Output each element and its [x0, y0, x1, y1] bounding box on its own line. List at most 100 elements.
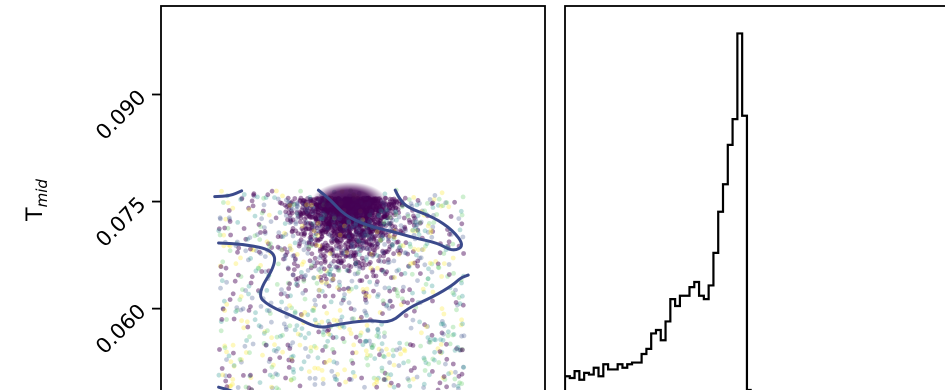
scatter-point	[279, 247, 285, 253]
scatter-point	[368, 230, 374, 236]
scatter-point	[274, 385, 279, 390]
scatter-point	[457, 301, 463, 307]
y-axis-label: Tmid	[23, 179, 51, 222]
scatter-point	[337, 283, 342, 288]
scatter-point	[298, 237, 304, 243]
scatter-point	[251, 191, 257, 197]
scatter-point	[350, 221, 356, 227]
scatter-point	[330, 236, 336, 242]
scatter-point	[317, 223, 322, 228]
scatter-point	[264, 308, 270, 313]
scatter-point	[313, 216, 319, 222]
scatter-point	[387, 298, 393, 304]
scatter-point	[322, 360, 327, 365]
scatter-point	[362, 384, 367, 390]
scatter-point	[381, 253, 386, 259]
scatter-point	[400, 288, 406, 294]
scatter-point	[308, 234, 314, 240]
scatter-point	[309, 263, 314, 269]
scatter-point	[377, 221, 383, 227]
scatter-point	[370, 229, 376, 234]
scatter-point	[461, 364, 467, 370]
scatter-point	[431, 197, 437, 202]
scatter-point	[224, 302, 230, 307]
scatter-point	[446, 262, 452, 267]
scatter-point	[456, 216, 462, 222]
scatter-point	[269, 319, 274, 325]
scatter-point	[368, 218, 374, 224]
scatter-point	[323, 222, 329, 228]
scatter-point	[356, 239, 362, 245]
scatter-point	[304, 214, 309, 220]
scatter-point	[376, 229, 382, 235]
scatter-point	[365, 362, 371, 368]
scatter-point	[263, 195, 269, 200]
scatter-point	[328, 299, 334, 305]
scatter-point	[429, 201, 435, 207]
scatter-point	[328, 224, 334, 229]
scatter-point	[384, 207, 389, 213]
scatter-point	[378, 229, 384, 235]
scatter-point	[372, 234, 377, 240]
scatter-point	[389, 197, 395, 202]
scatter-point	[381, 209, 387, 215]
scatter-point	[327, 271, 333, 277]
scatter-point	[364, 338, 369, 344]
scatter-point	[320, 381, 326, 387]
scatter-point	[394, 217, 399, 223]
scatter-point	[364, 322, 370, 328]
scatter-point	[273, 348, 279, 354]
scatter-point	[344, 267, 350, 273]
scatter-point	[353, 226, 359, 232]
scatter-point	[393, 208, 398, 214]
scatter-point	[298, 213, 303, 218]
scatter-point	[301, 198, 307, 203]
scatter-point	[217, 347, 222, 352]
scatter-point	[369, 217, 374, 223]
scatter-point	[381, 377, 387, 382]
scatter-point	[365, 328, 371, 334]
scatter-point	[306, 240, 312, 246]
scatter-point	[339, 258, 344, 264]
scatter-point	[436, 360, 442, 365]
scatter-point	[247, 235, 253, 241]
scatter-point	[299, 313, 305, 318]
scatter-point	[334, 238, 340, 244]
scatter-point	[397, 245, 403, 251]
scatter-point	[375, 214, 380, 220]
scatter-point	[430, 369, 435, 374]
scatter-point	[347, 222, 353, 228]
scatter-point	[238, 307, 244, 313]
scatter-point	[304, 240, 310, 246]
scatter-point	[315, 355, 321, 361]
scatter-point	[352, 234, 358, 240]
scatter-point	[413, 222, 419, 228]
scatter-point	[345, 238, 351, 244]
scatter-point	[298, 231, 304, 237]
scatter-point	[322, 344, 328, 350]
scatter-point	[318, 215, 324, 221]
scatter-point	[378, 237, 384, 243]
scatter-point	[384, 269, 390, 275]
scatter-point	[363, 293, 369, 298]
scatter-point	[331, 253, 337, 259]
scatter-point	[258, 251, 264, 256]
scatter-point	[389, 203, 395, 209]
scatter-point	[424, 324, 429, 330]
scatter-point	[328, 221, 334, 227]
scatter-point	[318, 260, 324, 266]
scatter-point	[238, 197, 244, 202]
scatter-point	[381, 214, 387, 219]
scatter-point	[295, 276, 301, 281]
scatter-point	[343, 379, 348, 385]
scatter-point	[382, 214, 387, 220]
scatter-point	[321, 226, 327, 232]
scatter-point	[375, 294, 380, 299]
scatter-point	[307, 375, 313, 381]
scatter-point	[280, 193, 285, 199]
scatter-point	[379, 267, 384, 273]
scatter-point	[425, 276, 431, 282]
scatter-point	[343, 225, 349, 231]
scatter-point	[230, 381, 235, 387]
scatter-point	[369, 345, 375, 350]
